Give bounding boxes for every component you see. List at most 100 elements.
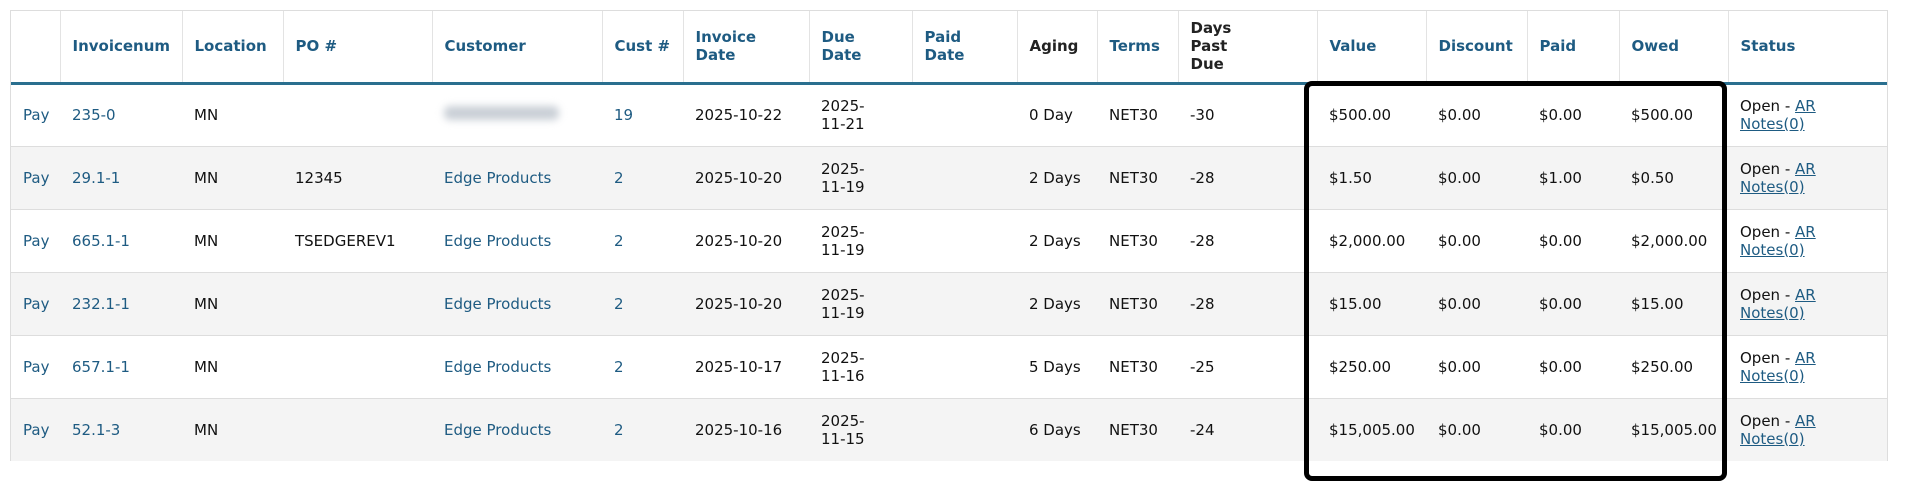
header-row: Invoicenum Location PO # Customer Cust # Invo… [11, 11, 1887, 85]
cell: 52.1-3 [60, 398, 182, 461]
cell-text: $0.00 [1539, 294, 1582, 313]
header-label[interactable]: Cust # [614, 37, 671, 56]
column-header: Paid [1527, 11, 1620, 85]
header-label[interactable]: Terms [1109, 37, 1160, 56]
header-label[interactable]: Owed [1631, 37, 1680, 56]
cell-text: 2025-11-16 [821, 348, 865, 385]
ar-notes-link[interactable]: AR Notes(0) [1740, 159, 1816, 196]
cell: 2025-10-16 [683, 398, 809, 461]
ar-notes-link[interactable]: AR Notes(0) [1740, 222, 1816, 259]
header-label[interactable]: PO # [295, 37, 338, 56]
cell-text[interactable]: 232.1-1 [72, 294, 130, 313]
cell: Pay [11, 209, 60, 273]
cell: 2 [602, 335, 683, 399]
column-header [11, 11, 61, 85]
header-label[interactable]: Paid Date [924, 28, 965, 65]
cell: Edge Products [432, 398, 602, 461]
cell-text[interactable]: 29.1-1 [72, 168, 121, 187]
cell: 2 [602, 146, 683, 210]
cell: $15.00 [1619, 272, 1728, 336]
cell-text[interactable]: Edge Products [444, 357, 552, 376]
cell-text: 5 Days [1029, 357, 1081, 376]
cell-text: $15,005.00 [1631, 420, 1717, 439]
cell-text[interactable]: 2 [614, 294, 624, 313]
cell-text[interactable]: 2 [614, 231, 624, 250]
cell: NET30 [1097, 398, 1178, 461]
cell-text[interactable]: 665.1-1 [72, 231, 130, 250]
column-header: Invoicenum [60, 11, 183, 85]
header-label[interactable]: Invoice Date [695, 28, 757, 65]
cell-text[interactable]: 235-0 [72, 106, 116, 124]
cell: $1.50 [1317, 146, 1426, 210]
cell-text[interactable]: Edge Products [444, 231, 552, 250]
cell-text[interactable]: Edge Products [444, 294, 552, 313]
cell: 2025-11-16 [809, 335, 912, 399]
cell-text[interactable]: 2 [614, 357, 624, 376]
cell: 235-0 [60, 83, 182, 147]
header-label[interactable]: Value [1329, 37, 1377, 56]
invoice-row: Pay 232.1-1 MN Edge Products 2 2025-10-20 2025… [11, 272, 1887, 336]
header-label[interactable]: Invoicenum [72, 37, 171, 56]
cell-text[interactable]: 52.1-3 [72, 420, 121, 439]
ar-notes-link[interactable]: AR Notes(0) [1740, 285, 1816, 322]
cell-text: $15,005.00 [1329, 420, 1415, 439]
cell-text: NET30 [1109, 231, 1158, 250]
cell-text: $2,000.00 [1329, 231, 1406, 250]
cell: Open - AR Notes(0) [1728, 335, 1887, 399]
cell: $0.00 [1527, 398, 1619, 461]
cell-text: $250.00 [1631, 357, 1694, 376]
cell-text: 6 Days [1029, 420, 1081, 439]
cell-text[interactable]: 2 [614, 420, 624, 439]
cell-text[interactable]: 657.1-1 [72, 357, 130, 376]
header-label[interactable]: Customer [444, 37, 526, 56]
header-label[interactable]: Discount [1438, 37, 1513, 56]
pay-link[interactable]: Pay [23, 420, 50, 439]
status: Open - [1740, 348, 1791, 367]
cell: -28 [1178, 209, 1317, 273]
cell-text: 2025-10-20 [695, 231, 783, 250]
header-label[interactable]: Location [194, 37, 267, 56]
cell: $0.00 [1426, 398, 1527, 461]
cell-text: $0.50 [1631, 168, 1674, 187]
invoice-row: Pay 235-0 MN 19 2025-10-22 2025-11-21 0 Day NET… [11, 83, 1887, 147]
status: Open - [1740, 222, 1791, 241]
cell-text: $0.00 [1539, 420, 1582, 439]
pay-link[interactable]: Pay [23, 168, 50, 187]
cell: MN [182, 146, 283, 210]
cell: $0.00 [1426, 83, 1527, 147]
cell [283, 335, 432, 399]
cell-text: MN [194, 357, 219, 376]
pay-link[interactable]: Pay [23, 294, 50, 313]
cell-text[interactable]: 2 [614, 168, 624, 187]
pay-link[interactable]: Pay [23, 231, 50, 250]
pay-link[interactable]: Pay [23, 357, 50, 376]
cell: Open - AR Notes(0) [1728, 272, 1887, 336]
cell: -24 [1178, 398, 1317, 461]
header-label[interactable]: Status [1740, 37, 1796, 56]
cell-text: $2,000.00 [1631, 231, 1708, 250]
ar-notes-link[interactable]: AR Notes(0) [1740, 348, 1816, 385]
header-label[interactable]: Due Date [821, 28, 862, 65]
cell: MN [182, 83, 283, 147]
cell-text: MN [194, 420, 219, 439]
cell: $2,000.00 [1317, 209, 1426, 273]
cell: 2025-10-17 [683, 335, 809, 399]
header-label[interactable]: Paid [1539, 37, 1577, 56]
status: Open - [1740, 285, 1791, 304]
column-header: Paid Date [912, 11, 1018, 85]
cell: Pay [11, 146, 60, 210]
cell: $0.50 [1619, 146, 1728, 210]
cell: -30 [1178, 83, 1317, 147]
status: Open - [1740, 411, 1791, 430]
cell-text: 12345 [295, 168, 343, 187]
invoice-row: Pay 657.1-1 MN Edge Products 2 2025-10-17 2025… [11, 335, 1887, 399]
ar-notes-link[interactable]: AR Notes(0) [1740, 411, 1816, 448]
cell-text[interactable]: Edge Products [444, 420, 552, 439]
cell-text[interactable]: 19 [614, 106, 634, 124]
cell-text: 2025-10-17 [695, 357, 783, 376]
cell: 19 [602, 83, 683, 147]
pay-link[interactable]: Pay [23, 106, 50, 124]
cell: 12345 [283, 146, 432, 210]
cell-text[interactable]: Edge Products [444, 168, 552, 187]
ar-notes-link[interactable]: AR Notes(0) [1740, 97, 1816, 133]
